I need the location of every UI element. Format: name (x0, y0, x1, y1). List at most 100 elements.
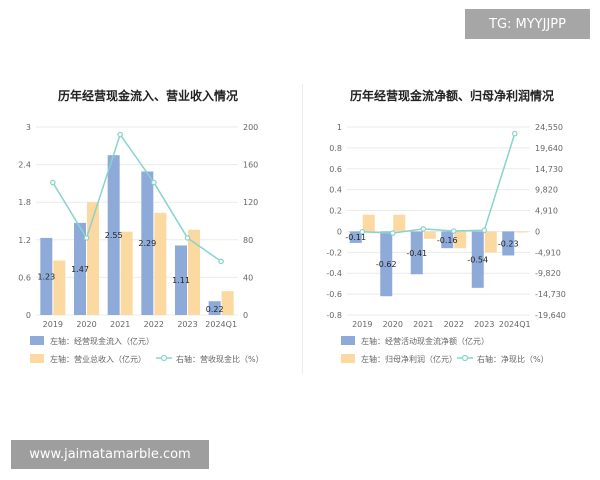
left-chart-bar-secondary (154, 212, 167, 315)
left-chart-right-tick-label: 200 (243, 123, 258, 132)
right-chart-bar-primary (471, 231, 484, 288)
right-chart-data-label: -0.11 (345, 233, 366, 242)
right-chart-category-label: 2023 (474, 320, 494, 329)
right-chart-left-tick-label: 1 (337, 123, 342, 132)
left-chart-bar-primary (141, 171, 154, 315)
tg-watermark: TG: MYYJJPP (465, 9, 590, 39)
right-chart-line-point (389, 230, 396, 236)
left-chart-bar-primary (107, 155, 120, 315)
right-chart-category-label: 2019 (352, 320, 372, 329)
left-chart-left-tick-label: 1.2 (18, 236, 31, 245)
left-chart-line-point (184, 235, 191, 241)
left-chart-category-label: 2020 (76, 320, 96, 329)
left-chart-right-tick-label: 80 (243, 236, 253, 245)
right-chart-line-point (450, 228, 457, 234)
left-chart-line-series (52, 132, 222, 263)
chart-title-right: 历年经营现金流净额、归母净利润情况 (350, 88, 554, 103)
right-chart-category-label: 2020 (383, 320, 403, 329)
right-chart-left-tick-label: 0.6 (329, 165, 342, 174)
left-chart-bar-secondary (188, 229, 200, 315)
left-chart-bar-primary (74, 222, 86, 315)
left-chart-data-label: 2.55 (105, 231, 123, 240)
right-chart-line-point (359, 228, 366, 235)
right-chart-category-label: 2022 (444, 320, 464, 329)
right-chart-data-label: -0.41 (406, 249, 427, 258)
right-chart-right-tick-label: -4,910 (535, 248, 561, 257)
left-chart-left-tick-label: 3 (26, 123, 31, 132)
right-chart-left-tick-label: -0.8 (326, 311, 342, 320)
right-chart-legend-swatch-point (461, 354, 469, 362)
right-chart-left-tick-label: -0.6 (326, 290, 342, 299)
left-chart-right-tick-label: 0 (243, 311, 248, 320)
left-chart-legend-swatch (30, 336, 44, 345)
right-chart-left-tick-label: 0.8 (329, 144, 342, 153)
left-chart-left-tick-label: 0.6 (18, 273, 31, 282)
right-chart-bar-secondary (484, 231, 497, 253)
left-chart-data-label: 1.11 (172, 276, 190, 285)
left-chart-line-point (218, 258, 224, 265)
right-chart-line-point (481, 227, 488, 234)
right-chart-line-series (362, 133, 516, 234)
panel-divider (302, 84, 303, 374)
right-chart-left-tick-label: 0 (337, 227, 342, 236)
right-chart-right-tick-label: 4,910 (535, 207, 558, 216)
left-chart-legend-label: 左轴：经营现金流入（亿元） (50, 336, 154, 346)
left-chart-line-point (50, 179, 56, 186)
right-chart-right-tick-label: -9,820 (535, 269, 561, 278)
left-chart-category-label: 2024Q1 (205, 320, 237, 329)
left-chart-category-label: 2023 (177, 320, 197, 329)
left-chart-bar-secondary (87, 202, 99, 315)
right-chart-left-tick-label: 0.4 (329, 186, 342, 195)
left-chart-legend-swatch (30, 354, 44, 363)
left-chart-bar-secondary (120, 231, 133, 315)
right-chart-data-label: -0.23 (498, 239, 519, 248)
left-chart-bar-primary (208, 301, 221, 315)
right-chart-bar-primary (380, 231, 393, 297)
right-chart-legend-swatch (341, 354, 355, 363)
right-chart-bar-secondary (515, 231, 528, 233)
left-chart-legend-label: 左轴：营业总收入（亿元） (50, 354, 146, 364)
left-chart-line-point (151, 179, 157, 186)
right-chart-legend-swatch (341, 336, 355, 345)
right-chart-left-tick-label: -0.4 (326, 269, 342, 278)
right-chart-data-label: -0.54 (467, 256, 488, 265)
left-chart-left-tick-label: 1.8 (18, 198, 31, 207)
left-chart-bar-primary (40, 237, 53, 315)
left-chart-line-point (117, 131, 123, 138)
site-watermark: www.jaimatamarble.com (11, 440, 209, 469)
right-chart-right-tick-label: -19,640 (535, 311, 566, 320)
left-chart-data-label: 2.29 (138, 239, 156, 248)
right-chart-right-tick-label: -14,730 (535, 290, 566, 299)
left-chart-legend-swatch-point (160, 354, 168, 362)
left-chart-category-label: 2021 (110, 320, 130, 329)
left-chart-category-label: 2022 (144, 320, 164, 329)
left-chart-data-label: 1.23 (37, 272, 55, 281)
right-chart-legend-label: 左轴：归母净利润（亿元） (361, 354, 457, 364)
left-chart-bar-secondary (53, 260, 66, 315)
right-chart-bar-primary (410, 231, 423, 275)
right-chart-line-point (420, 226, 427, 232)
right-chart-category-label: 2021 (413, 320, 433, 329)
right-chart-bar-primary (441, 231, 454, 249)
right-chart-line-point (511, 130, 518, 137)
left-chart-right-tick-label: 40 (243, 273, 253, 282)
right-chart-left-tick-label: -0.2 (326, 248, 342, 257)
right-chart-left-tick-label: 0.2 (329, 207, 342, 216)
left-chart-data-label: 1.47 (71, 265, 89, 274)
right-chart-legend-label: 左轴：经营活动现金流净额（亿元） (361, 336, 489, 346)
left-chart-bar-secondary (221, 291, 234, 315)
right-chart-right-tick-label: 19,640 (535, 144, 563, 153)
left-chart-category-label: 2019 (43, 320, 63, 329)
left-chart-legend-label: 右轴：营收现金比（%） (176, 354, 264, 364)
right-chart-legend-label: 右轴：净现比（%） (477, 354, 549, 364)
right-chart-data-label: -0.62 (376, 260, 397, 269)
left-chart-line-point (83, 235, 90, 241)
right-chart-bar-primary (349, 231, 362, 243)
left-chart-right-tick-label: 120 (243, 198, 258, 207)
left-chart-right-tick-label: 160 (243, 161, 258, 170)
right-chart-bar-primary (502, 231, 515, 256)
left-chart-left-tick-label: 0 (26, 311, 31, 320)
right-chart-data-label: -0.16 (437, 236, 458, 245)
right-chart-right-tick-label: 14,730 (535, 165, 563, 174)
